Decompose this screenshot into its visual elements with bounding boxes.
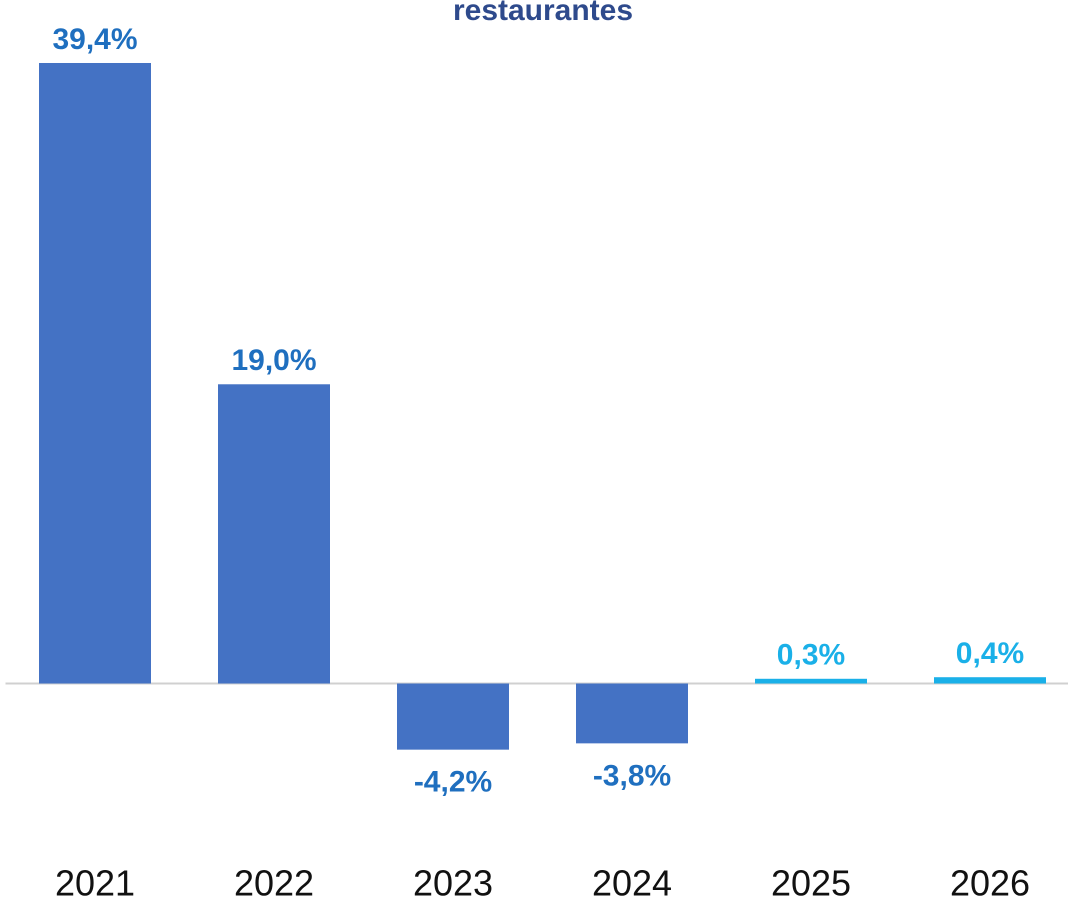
x-tick-label: 2021 — [55, 863, 135, 904]
value-label: -3,8% — [593, 759, 671, 792]
value-label: 0,3% — [777, 639, 845, 672]
x-tick-label: 2023 — [413, 863, 493, 904]
value-label: 0,4% — [956, 637, 1024, 670]
x-tick-label: 2024 — [592, 863, 672, 904]
value-label: -4,2% — [414, 766, 492, 799]
bar — [755, 678, 867, 684]
chart-title: restaurantes — [453, 0, 633, 27]
bar — [39, 62, 151, 684]
bar — [397, 683, 509, 750]
x-tick-label: 2026 — [950, 863, 1030, 904]
bar — [218, 384, 330, 684]
bar — [934, 677, 1046, 684]
x-tick-label: 2025 — [771, 863, 851, 904]
value-label: 19,0% — [231, 344, 316, 377]
bar — [576, 683, 688, 744]
value-label: 39,4% — [52, 23, 137, 56]
x-tick-label: 2022 — [234, 863, 314, 904]
